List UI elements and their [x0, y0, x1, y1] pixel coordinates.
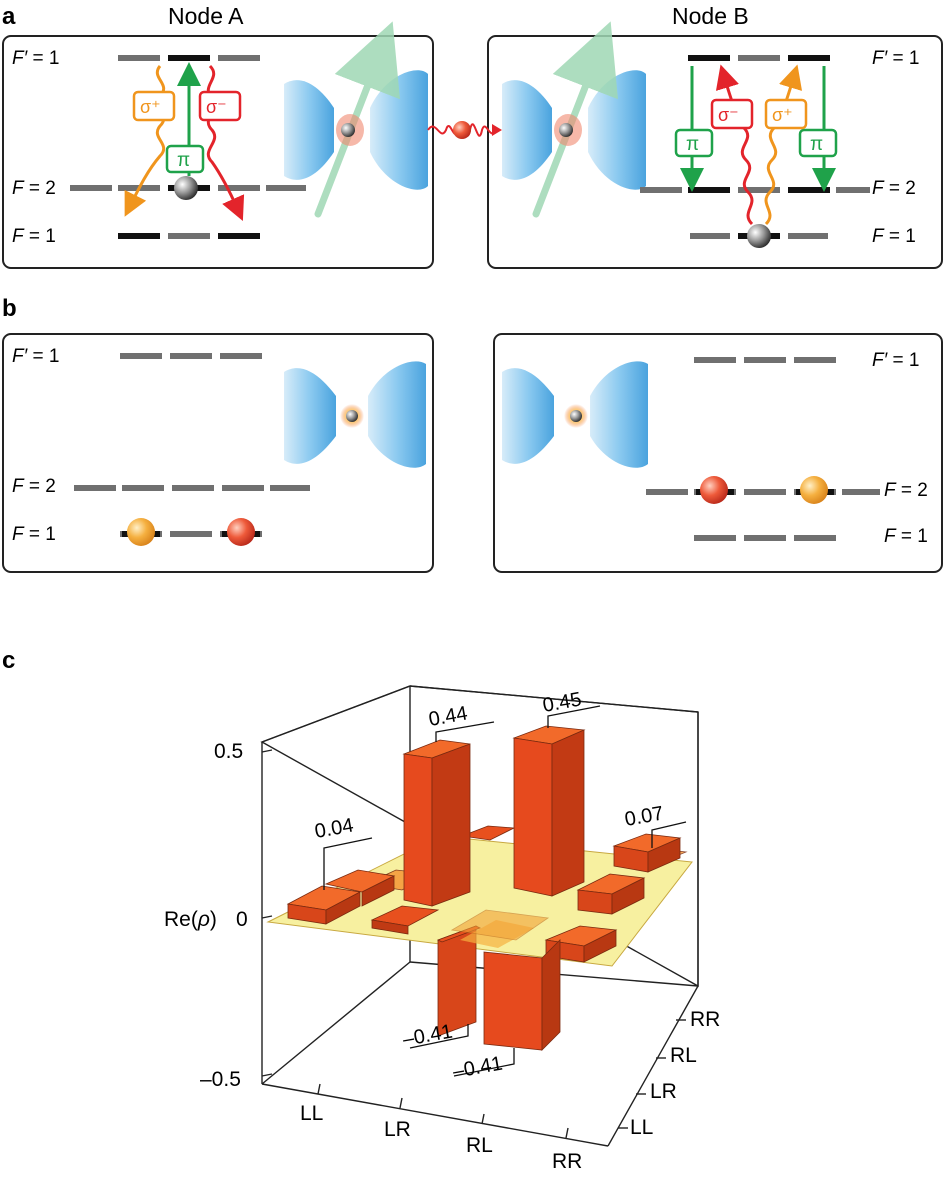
sigma-minus-wave-b	[715, 64, 754, 226]
pi-label-b-left: π	[686, 134, 699, 155]
annotation-004: 0.04	[313, 814, 355, 842]
cavity-a2	[284, 361, 426, 468]
bar-ll-rr-044	[402, 739, 471, 907]
x-tick-rl: RL	[466, 1134, 493, 1157]
chart-frame-back-top	[261, 685, 411, 743]
level-label-f2-b: F = 2	[872, 178, 916, 199]
bar-rr-rr	[612, 833, 682, 873]
node-a-box-b	[2, 333, 434, 573]
panel-label-a: a	[2, 3, 16, 30]
energy-levels-b2	[646, 357, 880, 541]
sigma-minus-label-a: σ⁻	[206, 97, 227, 117]
sigma-plus-box-b	[764, 98, 808, 130]
bar-rl-lr-neg	[483, 939, 561, 1051]
x-tick-ll: LL	[300, 1102, 323, 1125]
cavity-b2	[502, 361, 648, 468]
pi-label-b-right: π	[810, 134, 823, 155]
sigma-plus-label-b: σ⁺	[772, 105, 793, 125]
level-label-fprime1-a2: F′ = 1	[12, 346, 59, 367]
sigma-plus-box-a	[132, 90, 176, 122]
annotation-leaders	[323, 705, 687, 1077]
sigma-minus-box-a	[198, 90, 242, 122]
z-tick-2: –0.5	[200, 1068, 241, 1091]
panel-a: a Node A Node B F′ = 1 F = 2 F = 1 π	[2, 3, 943, 269]
y-tick-rr: RR	[690, 1008, 720, 1031]
annotation-044: 0.44	[427, 702, 469, 730]
z-tick-1: 0	[236, 908, 248, 931]
annotation-007: 0.07	[623, 802, 665, 830]
z-axis	[261, 749, 273, 1077]
node-b-box-b	[493, 333, 943, 573]
sigma-plus-label-a: σ⁺	[140, 97, 161, 117]
sigma-plus-wave-a	[124, 65, 166, 217]
energy-levels-a	[70, 55, 306, 239]
level-label-f2-b2: F = 2	[884, 480, 928, 501]
center-square	[450, 909, 550, 941]
level-label-f1-a2: F = 1	[12, 524, 56, 545]
cavity-b	[502, 21, 646, 218]
x-tick-rr: RR	[552, 1150, 582, 1173]
orange-atom-b2	[800, 476, 828, 504]
node-b-title: Node B	[672, 3, 749, 29]
red-atom-a2	[227, 518, 255, 546]
orange-atom-a2	[127, 518, 155, 546]
sigma-plus-wave-b	[764, 64, 803, 226]
annotation-neg041-a: –0.41	[401, 1021, 454, 1051]
pi-box-a	[165, 144, 205, 174]
y-axis-ticks	[618, 1019, 686, 1129]
panel-b: b F′ = 1 F = 2 F = 1	[2, 295, 943, 573]
level-label-f1-b: F = 1	[872, 226, 916, 247]
red-atom-b2	[700, 476, 728, 504]
sigma-minus-label-b: σ⁻	[718, 105, 739, 125]
y-tick-ll: LL	[630, 1116, 653, 1139]
pi-label-a: π	[177, 150, 190, 171]
cavity-a	[284, 21, 428, 218]
y-tick-lr: LR	[650, 1080, 677, 1103]
energy-levels-a2	[74, 353, 310, 537]
node-b-box	[487, 35, 943, 269]
panel-label-b: b	[2, 295, 17, 322]
sigma-minus-wave-a	[206, 64, 245, 221]
sigma-minus-box-b	[710, 98, 754, 130]
level-label-fprime1-a: F′ = 1	[12, 48, 59, 69]
level-label-f1-b2: F = 1	[884, 526, 928, 547]
z-axis-label: Re(ρ)	[164, 908, 217, 931]
pi-box-b-left	[674, 128, 714, 158]
z-tick-0: 0.5	[214, 740, 243, 763]
atom-b	[747, 224, 771, 248]
bar-rr-ll-045	[512, 725, 586, 897]
annotation-045: 0.45	[541, 688, 583, 716]
atom-a	[174, 176, 198, 200]
x-axis-ticks	[317, 1083, 569, 1139]
level-label-f2-a: F = 2	[12, 178, 56, 199]
level-label-fprime1-b2: F′ = 1	[872, 350, 919, 371]
chart-frame-right-top	[409, 685, 699, 713]
pi-box-b-right	[798, 128, 838, 158]
node-a-box	[2, 35, 434, 269]
small-bars	[364, 825, 688, 963]
level-label-fprime1-b: F′ = 1	[872, 48, 919, 69]
panel-c: c 0.5 0 –0.5 Re(ρ)	[2, 647, 720, 1173]
photon-link	[427, 121, 502, 139]
annotation-neg041-b: –0.41	[451, 1053, 504, 1083]
level-label-f2-a2: F = 2	[12, 476, 56, 497]
bar-ll-ll	[286, 869, 396, 925]
level-label-f1-a: F = 1	[12, 226, 56, 247]
node-a-title: Node A	[168, 3, 244, 29]
y-tick-rl: RL	[670, 1044, 697, 1067]
panel-label-c: c	[2, 647, 15, 674]
x-tick-lr: LR	[384, 1118, 411, 1141]
